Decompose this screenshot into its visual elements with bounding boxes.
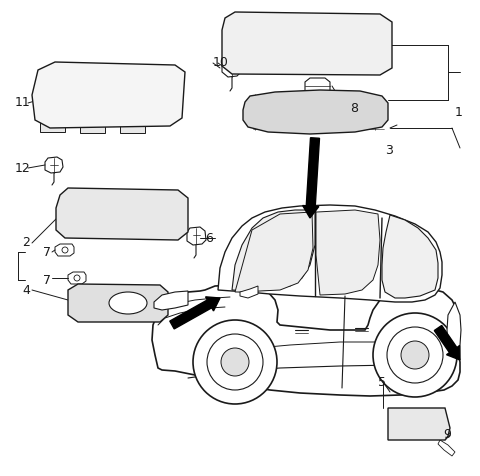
Polygon shape [232,210,315,291]
Polygon shape [120,119,145,133]
Polygon shape [52,95,75,115]
Text: 7: 7 [43,246,51,258]
Polygon shape [55,244,74,256]
Text: 10: 10 [213,56,229,69]
Text: 1: 1 [455,106,463,119]
FancyArrow shape [170,297,220,329]
Polygon shape [56,188,188,240]
Circle shape [387,327,443,383]
Polygon shape [187,227,206,245]
Text: 9: 9 [443,428,451,442]
Text: 8: 8 [350,101,358,115]
Circle shape [193,320,277,404]
Circle shape [334,39,342,47]
Polygon shape [68,284,168,322]
Circle shape [62,247,68,253]
Circle shape [256,37,268,49]
Circle shape [329,34,347,52]
Text: 4: 4 [22,284,30,297]
Text: 3: 3 [385,143,393,157]
Polygon shape [32,62,185,128]
Polygon shape [68,272,86,284]
Polygon shape [222,59,242,77]
Ellipse shape [109,292,147,314]
Polygon shape [305,78,330,96]
Text: 11: 11 [15,97,31,109]
Text: 6: 6 [205,231,213,245]
Polygon shape [438,440,455,456]
Polygon shape [45,157,63,173]
FancyArrow shape [303,138,320,218]
Polygon shape [152,285,460,396]
Polygon shape [388,408,450,440]
Polygon shape [80,119,105,133]
Polygon shape [395,408,412,422]
Polygon shape [316,210,380,295]
Text: 5: 5 [378,376,386,388]
Text: 2: 2 [22,237,30,249]
Circle shape [74,275,80,281]
Polygon shape [70,207,112,228]
Polygon shape [40,118,65,132]
Circle shape [207,334,263,390]
Polygon shape [154,291,188,310]
Polygon shape [418,408,435,422]
Polygon shape [240,286,258,298]
Circle shape [221,348,249,376]
Polygon shape [85,96,105,113]
Circle shape [401,341,429,369]
Polygon shape [218,205,442,302]
Circle shape [373,313,457,397]
Polygon shape [447,302,461,352]
Text: 7: 7 [43,274,51,287]
Polygon shape [382,215,438,298]
Polygon shape [235,212,313,292]
FancyArrow shape [434,326,460,360]
Polygon shape [243,90,388,134]
Text: 12: 12 [15,161,31,175]
Circle shape [250,31,274,55]
Circle shape [164,212,176,224]
Circle shape [292,33,312,53]
Polygon shape [120,207,162,228]
Polygon shape [222,12,392,75]
Circle shape [297,38,307,48]
Polygon shape [350,34,378,56]
